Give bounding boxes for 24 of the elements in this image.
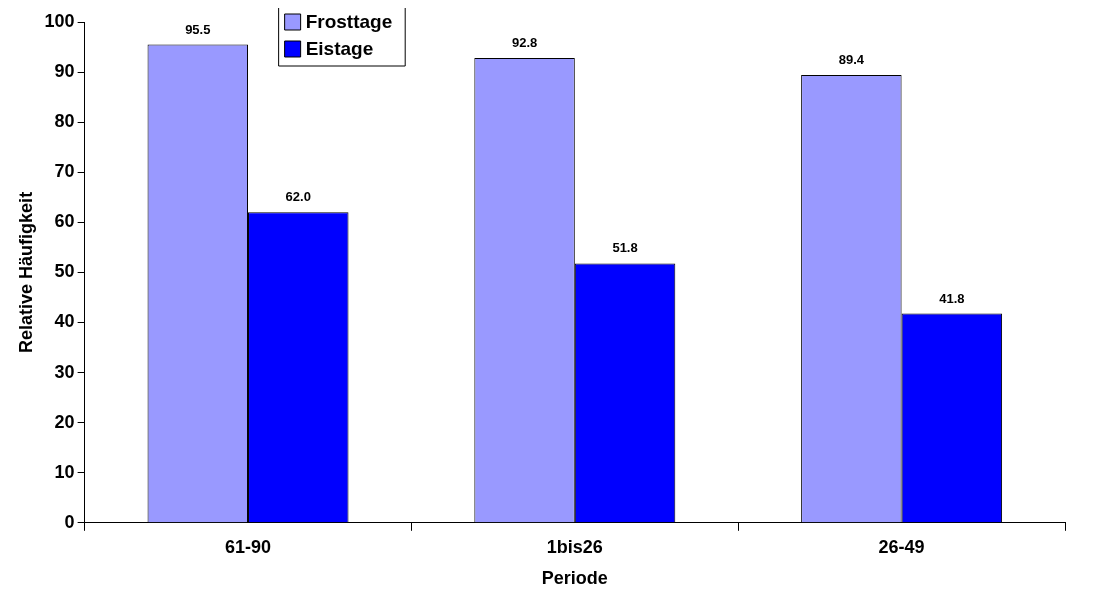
legend-label: Eistage [305,38,374,60]
legend-label: Frosttage [305,11,393,33]
x-axis-title: Periode [541,568,608,589]
y-axis-title: Relative Häufigkeit [15,191,36,353]
y-tick-label: 70 [54,161,75,182]
x-tick-label: 1bis26 [546,536,603,557]
y-tick-label: 0 [64,511,75,532]
y-tick-label: 80 [54,111,75,132]
data-label: 95.5 [185,21,211,37]
y-tick-label: 30 [54,361,75,382]
data-label: 89.4 [838,52,865,68]
y-tick-label: 40 [54,311,75,332]
data-label: 51.8 [612,240,638,256]
y-tick-label: 50 [54,261,75,282]
data-label: 41.8 [939,290,965,306]
y-tick-label: 60 [54,211,75,232]
y-tick-label: 100 [44,10,75,31]
data-label: 62.0 [285,189,311,205]
y-tick-label: 90 [54,61,75,82]
y-tick-label: 10 [54,461,75,482]
x-tick-label: 61-90 [225,536,272,557]
data-label: 92.8 [511,35,538,51]
y-tick-label: 20 [54,411,75,432]
x-tick-label: 26-49 [878,536,925,557]
